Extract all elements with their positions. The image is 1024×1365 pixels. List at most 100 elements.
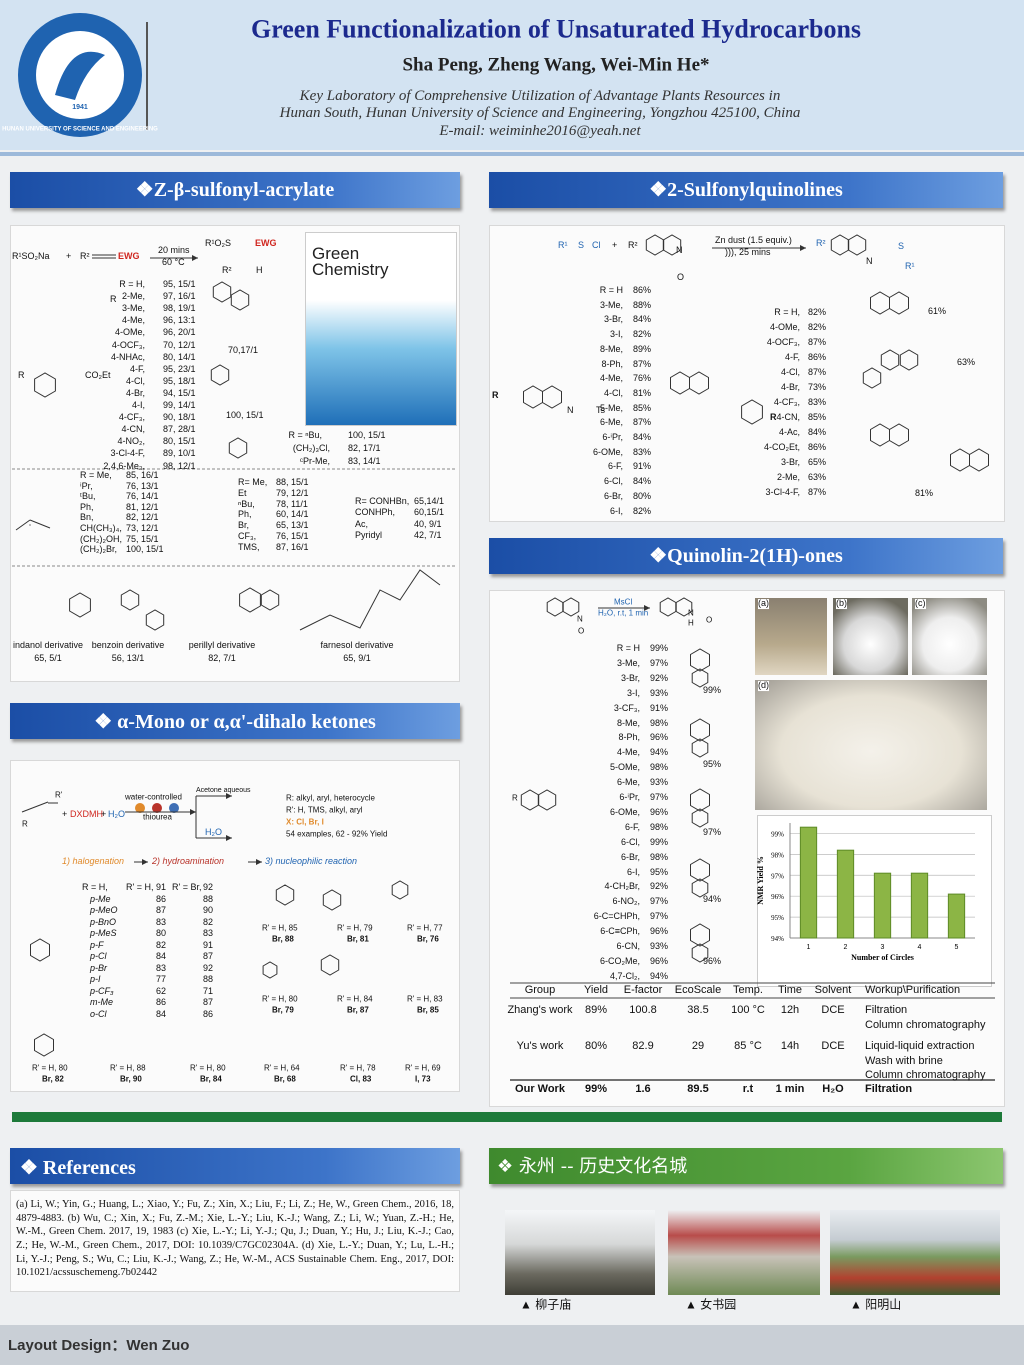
yield: 80, 14/1 bbox=[163, 351, 196, 362]
structure bbox=[145, 609, 165, 631]
structure bbox=[230, 289, 250, 311]
bar bbox=[910, 872, 929, 939]
yield: R' = H, 84 bbox=[337, 994, 373, 1004]
photo bbox=[668, 1210, 820, 1295]
substituent: p-MeS bbox=[90, 928, 117, 939]
table-cell: r.t bbox=[742, 1082, 754, 1095]
yield: R' = H, 78 bbox=[340, 1063, 376, 1073]
yield: 87 bbox=[156, 905, 167, 916]
structure bbox=[691, 808, 709, 828]
structure bbox=[691, 943, 709, 963]
yield: 82% bbox=[808, 322, 827, 333]
scheme-label: R bbox=[770, 412, 777, 423]
label: R = ⁿBu, bbox=[288, 430, 322, 441]
scheme-label: Acetone aqueous bbox=[196, 787, 251, 795]
substituent: 6-ⁱPr, bbox=[602, 432, 623, 443]
substituent: 4-NHAc, bbox=[110, 351, 145, 362]
yield: R' = H, 83 bbox=[407, 994, 443, 1004]
yield: 81, 12/1 bbox=[126, 501, 159, 512]
structure bbox=[391, 880, 409, 900]
yield: 84 bbox=[156, 1008, 167, 1019]
yield: 84% bbox=[633, 314, 652, 325]
yield: 92% bbox=[650, 881, 669, 892]
yield: 97% bbox=[650, 657, 669, 668]
label: 81% bbox=[915, 488, 934, 499]
yield: 95, 18/1 bbox=[163, 375, 196, 386]
yield: R' = H, 88 bbox=[110, 1063, 146, 1073]
y-tick-label: 99% bbox=[771, 830, 784, 838]
yield: 87% bbox=[808, 487, 827, 498]
yield: 89, 10/1 bbox=[163, 448, 196, 459]
substituent: (CH₂)₂OH, bbox=[80, 533, 122, 544]
table-header: Time bbox=[777, 983, 803, 996]
substituent: 6-F, bbox=[624, 821, 640, 832]
journal-cover bbox=[305, 232, 457, 426]
yield: Br, 81 bbox=[347, 934, 369, 944]
yield: R' = H, 77 bbox=[407, 923, 443, 933]
table-header: E-factor bbox=[623, 983, 663, 996]
scheme-label: Ts bbox=[596, 405, 605, 416]
yield: R' = H, 80 bbox=[32, 1063, 68, 1073]
substituent: 4-CH₂Br, bbox=[604, 881, 641, 892]
yield: 97% bbox=[650, 896, 669, 907]
table-cell: Our Work bbox=[515, 1082, 565, 1095]
scheme-label: EWG bbox=[255, 238, 277, 249]
photo-caption: ▲ 女书园 bbox=[685, 1297, 737, 1312]
photo bbox=[912, 598, 987, 675]
yield: 92% bbox=[650, 672, 669, 683]
scheme-label: R² bbox=[222, 265, 232, 276]
substituent: 4-I, bbox=[131, 400, 145, 411]
yield: 84% bbox=[633, 432, 652, 443]
structure bbox=[228, 437, 248, 459]
table-cell: 1 min bbox=[775, 1082, 805, 1095]
scheme-label: Cl bbox=[592, 240, 601, 251]
structure bbox=[880, 349, 900, 371]
scheme-label: water-controlled bbox=[125, 792, 182, 802]
substituent: 3-Me, bbox=[616, 657, 640, 668]
table-cell: 12h bbox=[780, 1003, 800, 1016]
structure bbox=[34, 1033, 54, 1057]
substituent: 4-CN, bbox=[121, 424, 145, 435]
photo bbox=[505, 1210, 655, 1295]
yield: 60,15/1 bbox=[414, 507, 445, 518]
yield: 76, 14/1 bbox=[126, 491, 159, 502]
yield: 83 bbox=[156, 962, 167, 973]
yield: 65, 9/1 bbox=[343, 653, 371, 664]
scheme-label: O bbox=[706, 615, 713, 625]
arrow-head bbox=[256, 859, 262, 865]
affiliation: Hunan South, Hunan University of Science… bbox=[279, 104, 801, 121]
yield: 65, 5/1 bbox=[34, 653, 62, 664]
structure bbox=[741, 399, 763, 425]
substituent: 3-Br, bbox=[620, 672, 640, 683]
label: 95% bbox=[703, 759, 722, 770]
scheme-label: R¹O₂S bbox=[205, 238, 231, 249]
label: 100, 15/1 bbox=[226, 410, 264, 421]
substituent: R = H bbox=[616, 643, 640, 654]
yield: 87 bbox=[203, 951, 214, 962]
yield: 91% bbox=[650, 702, 669, 713]
substituent: 6-NO₂, bbox=[612, 896, 641, 907]
table-cell: 89% bbox=[584, 1003, 608, 1016]
substituent: CH(CH₃)₄, bbox=[80, 523, 122, 534]
yield: 88 bbox=[203, 974, 214, 985]
yield: 87, 28/1 bbox=[163, 424, 196, 435]
yield: 73, 12/1 bbox=[126, 523, 159, 534]
yield: Br, 82 bbox=[42, 1074, 64, 1084]
label: 61% bbox=[928, 306, 947, 317]
yield: Br, 90 bbox=[120, 1074, 142, 1084]
scheme-label: N bbox=[866, 256, 873, 267]
yield: 84% bbox=[808, 427, 827, 438]
yield: 62 bbox=[156, 985, 167, 996]
table-cell: H₂O bbox=[822, 1082, 844, 1095]
substituent: 4-Cl, bbox=[125, 375, 145, 386]
yield: 96% bbox=[650, 732, 669, 743]
column-head: R' = Br, bbox=[172, 882, 202, 893]
yield: 65, 13/1 bbox=[276, 520, 309, 531]
substituent: 6-C≡CPh, bbox=[600, 926, 640, 937]
table-cell: 80% bbox=[584, 1039, 608, 1052]
yield: 98, 12/1 bbox=[163, 460, 196, 471]
derivative: indanol derivative bbox=[12, 640, 84, 651]
structure bbox=[670, 371, 690, 395]
scheme-label: N bbox=[567, 405, 574, 416]
